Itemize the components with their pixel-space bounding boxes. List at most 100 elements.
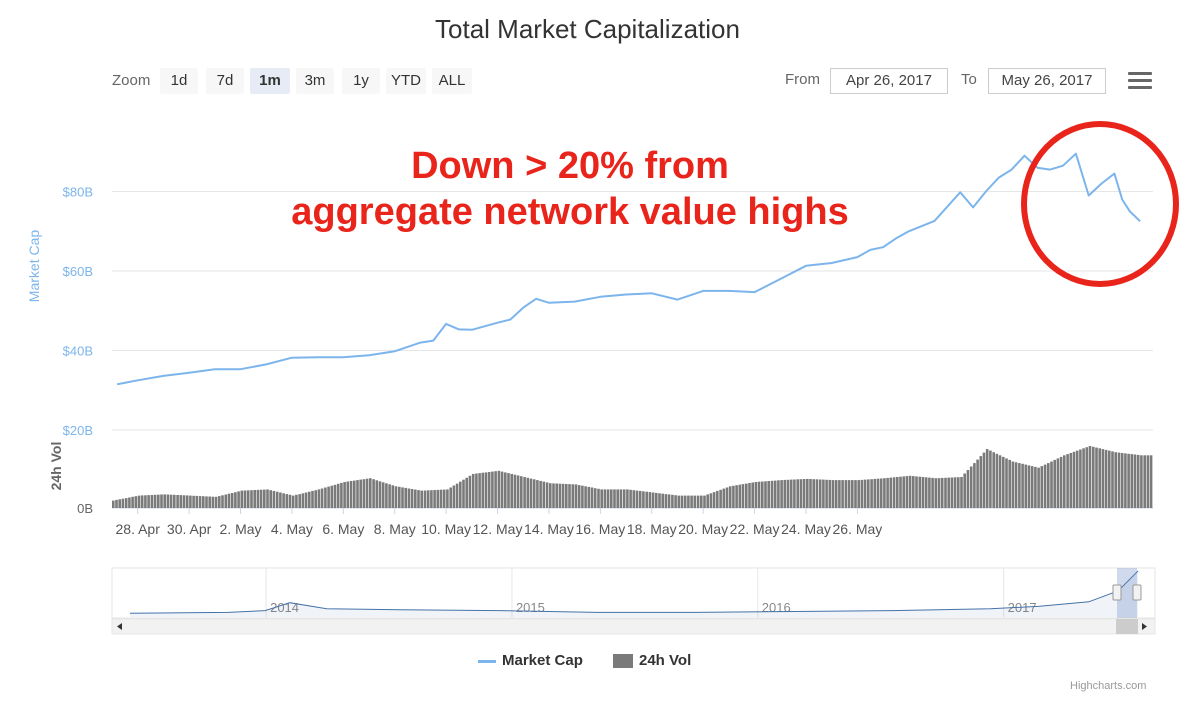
volume-bar [478, 473, 481, 508]
volume-bar [741, 484, 745, 508]
x-tick-label: 24. May [781, 521, 831, 537]
volume-bar [340, 482, 343, 508]
volume-bar [1117, 452, 1121, 508]
volume-bar [963, 473, 966, 508]
volume-bar [150, 495, 154, 508]
volume-bar [131, 496, 134, 508]
zoom-7d-button[interactable]: 7d [206, 68, 244, 94]
volume-bar [224, 494, 228, 508]
volume-bar [166, 494, 170, 508]
zoom-3m-button[interactable]: 3m [296, 68, 334, 94]
volume-bar [966, 470, 970, 508]
volume-bar [1066, 454, 1069, 508]
zoom-1y-button[interactable]: 1y [342, 68, 380, 94]
volume-bar [195, 495, 199, 508]
volume-bar [587, 486, 591, 508]
x-tick-label: 6. May [322, 521, 364, 537]
volume-bar [468, 475, 472, 508]
volume-bar [430, 490, 433, 508]
x-tick-label: 4. May [271, 521, 313, 537]
volume-bar [523, 477, 526, 508]
navigator-left-handle [1112, 584, 1122, 601]
volume-bar [349, 481, 353, 508]
volume-bar [812, 479, 815, 508]
volume-bar [834, 480, 838, 508]
volume-bar [603, 489, 607, 508]
volume-bar [571, 484, 575, 508]
context-menu-icon[interactable] [1128, 72, 1152, 92]
volume-bar [613, 489, 616, 508]
volume-bar [539, 480, 542, 508]
volume-bar [1088, 446, 1092, 508]
from-date-input[interactable]: Apr 26, 2017 [830, 68, 948, 94]
volume-bar [995, 453, 999, 509]
volume-bar [529, 478, 533, 508]
volume-bar [825, 479, 828, 508]
volume-bar [1133, 454, 1137, 508]
legend-item-volume[interactable]: 24h Vol [613, 652, 691, 669]
volume-bar [372, 479, 375, 508]
volume-bar [301, 493, 305, 508]
x-tick-label: 22. May [730, 521, 780, 537]
navigator-selection [1117, 568, 1137, 618]
credit-link[interactable]: Highcharts.com [1070, 680, 1147, 692]
volume-bar [510, 473, 513, 508]
volume-bar [487, 472, 491, 508]
volume-bar [908, 475, 912, 508]
volume-bar [860, 479, 864, 508]
volume-bar [1104, 449, 1108, 508]
volume-bar [847, 480, 851, 508]
volume-bar [973, 463, 976, 508]
volume-bar [931, 477, 934, 508]
volume-bar [545, 482, 549, 508]
zoom-1d-button[interactable]: 1d [160, 68, 198, 94]
volume-bar [1098, 448, 1101, 508]
volume-bar [308, 491, 311, 508]
volume-bar [687, 495, 690, 508]
volume-bar [1140, 455, 1143, 508]
zoom-1m-button[interactable]: 1m [250, 68, 290, 94]
volume-bar [417, 490, 420, 508]
volume-bar [889, 477, 893, 508]
volume-bar [883, 478, 886, 508]
to-date-input[interactable]: May 26, 2017 [988, 68, 1106, 94]
volume-bar [1011, 461, 1015, 508]
x-tick-label: 2. May [220, 521, 262, 537]
volume-bar [381, 482, 385, 508]
volume-bar [600, 489, 603, 508]
annotation-text: Down > 20% from aggregate network value … [230, 143, 910, 235]
volume-bar [998, 455, 1002, 508]
volume-bar [1034, 466, 1037, 508]
volume-bar [857, 480, 860, 508]
zoom-ytd-button[interactable]: YTD [386, 68, 426, 94]
volume-bar [886, 477, 889, 508]
market-cap-legend-symbol [478, 659, 496, 663]
volume-bar [279, 492, 282, 508]
volume-bar [645, 491, 648, 508]
zoom-all-button[interactable]: ALL [432, 68, 472, 94]
volume-bar [854, 480, 857, 508]
volume-bar [1111, 451, 1114, 508]
volume-bar [439, 489, 443, 508]
volume-bar [786, 479, 790, 508]
volume-bar [234, 492, 237, 508]
volume-bar [208, 496, 211, 508]
navigator-line [129, 570, 1139, 614]
volume-bar [921, 477, 925, 508]
volume-bar [1092, 446, 1095, 508]
volume-bar [770, 480, 774, 508]
volume-bar [240, 490, 244, 508]
volume-bar [960, 477, 963, 508]
volume-bar [912, 476, 915, 508]
volume-bar [555, 483, 558, 508]
volume-bar [446, 489, 449, 508]
legend-item-market-cap[interactable]: Market Cap [478, 652, 583, 669]
volume-bar [391, 485, 395, 508]
volume-bar [635, 490, 639, 508]
to-label: To [961, 71, 977, 88]
volume-bar [619, 489, 623, 508]
volume-bar [182, 495, 186, 508]
volume-bar [1005, 458, 1008, 508]
volume-bar [828, 479, 832, 508]
volume-bar [626, 489, 629, 508]
